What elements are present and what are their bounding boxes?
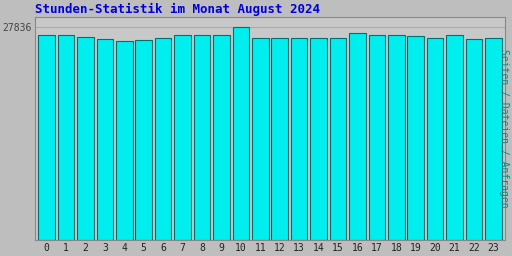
Bar (291, 38, 307, 240)
Bar (369, 35, 385, 240)
Bar (466, 39, 482, 240)
Bar (388, 35, 404, 240)
Bar (155, 38, 172, 240)
Bar (252, 38, 268, 240)
Y-axis label: Seiten / Dateien / Anfragen: Seiten / Dateien / Anfragen (499, 49, 509, 208)
Bar (446, 35, 463, 240)
Bar (427, 38, 443, 240)
Text: Stunden-Statistik im Monat August 2024: Stunden-Statistik im Monat August 2024 (35, 3, 320, 16)
Bar (174, 35, 191, 240)
Bar (232, 27, 249, 240)
Bar (97, 39, 113, 240)
Bar (58, 35, 74, 240)
Bar (349, 33, 366, 240)
Bar (310, 38, 327, 240)
Bar (271, 38, 288, 240)
Bar (38, 35, 55, 240)
Bar (330, 38, 346, 240)
Bar (485, 38, 502, 240)
Bar (116, 41, 133, 240)
Bar (136, 40, 152, 240)
Bar (77, 37, 94, 240)
Bar (194, 35, 210, 240)
Bar (408, 36, 424, 240)
Bar (213, 35, 230, 240)
